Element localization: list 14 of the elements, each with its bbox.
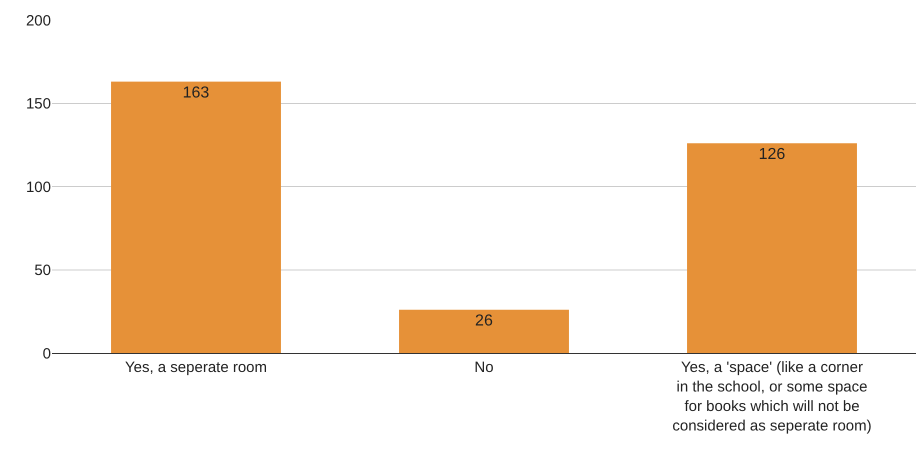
- bar: [111, 82, 281, 353]
- bar: [687, 143, 857, 353]
- data-label: 163: [182, 84, 210, 102]
- y-tick-label: 200: [26, 12, 51, 30]
- y-tick-label: 50: [34, 262, 51, 279]
- bar: [399, 310, 569, 353]
- data-label: 126: [758, 146, 786, 164]
- y-tick-label: 0: [42, 345, 51, 362]
- x-tick-label: Yes, a 'space' (like a corner in the school, or some space for books which will not be considered as seperate room): [672, 359, 872, 434]
- x-tick-label: No: [474, 359, 494, 376]
- x-tick-label: Yes, a seperate room: [124, 359, 268, 376]
- y-tick-label: 100: [26, 178, 51, 196]
- y-tick-label: 150: [26, 96, 51, 112]
- data-label: 26: [475, 312, 493, 330]
